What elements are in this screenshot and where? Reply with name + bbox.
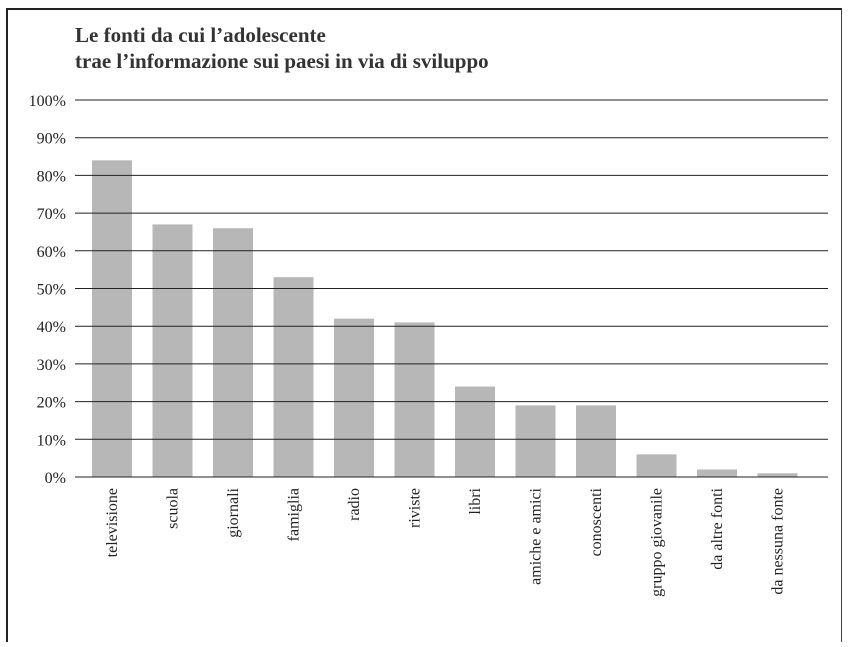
- bar-da-nessuna-fonte: [757, 473, 798, 477]
- y-tick-label: 90%: [37, 131, 66, 148]
- x-category-label: giornali: [225, 487, 242, 537]
- bar-riviste: [394, 322, 435, 477]
- x-category-label: da altre fonti: [709, 487, 726, 569]
- bar-radio: [334, 318, 374, 477]
- chart-subtitle: trae l’informazione sui paesi in via di …: [75, 49, 489, 73]
- y-tick-label: 60%: [37, 244, 66, 261]
- bar-amiche-e-amici: [515, 405, 556, 477]
- chart-frame: [6, 8, 842, 642]
- bar-conoscenti: [576, 405, 616, 477]
- x-category-label: da nessuna fonte: [770, 488, 787, 595]
- bar-televisione: [92, 160, 132, 477]
- y-tick-label: 10%: [37, 432, 66, 449]
- y-tick-label: 0%: [45, 470, 66, 487]
- y-tick-label: 50%: [37, 282, 66, 299]
- x-category-label: libri: [467, 487, 484, 514]
- x-category-label: gruppo giovanile: [649, 488, 666, 597]
- bar-giornali: [213, 228, 253, 477]
- y-tick-label: 100%: [29, 93, 66, 110]
- bar-famiglia: [273, 277, 314, 477]
- y-tick-label: 30%: [37, 357, 66, 374]
- chart-title-block: Le fonti da cui l’adolescente trae l’inf…: [75, 22, 489, 74]
- bar-gruppo-giovanile: [636, 454, 677, 477]
- y-tick-label: 40%: [37, 319, 66, 336]
- chart-title: Le fonti da cui l’adolescente: [75, 23, 326, 47]
- x-category-label: scuola: [165, 488, 182, 529]
- y-tick-label: 20%: [37, 395, 66, 412]
- bar-scuola: [152, 224, 193, 477]
- x-category-label: riviste: [407, 488, 424, 528]
- y-tick-label: 80%: [37, 168, 66, 185]
- x-category-label: televisione: [104, 488, 121, 557]
- x-category-label: conoscenti: [588, 487, 605, 556]
- y-tick-label: 70%: [37, 206, 66, 223]
- x-category-label: radio: [346, 488, 363, 521]
- bar-da-altre-fonti: [697, 469, 737, 477]
- x-category-label: amiche e amici: [528, 487, 545, 584]
- bar-libri: [455, 386, 495, 477]
- x-category-label: famiglia: [286, 488, 303, 541]
